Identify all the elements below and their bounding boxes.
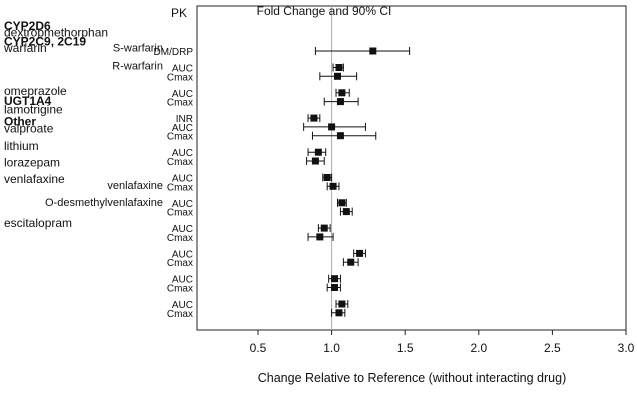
drug-label: dextropmethorphan <box>4 26 108 40</box>
point-estimate <box>323 174 331 181</box>
x-tick-label: 1.0 <box>323 341 340 355</box>
point-estimate <box>331 284 339 291</box>
subgroup-label: venlafaxine <box>107 180 163 192</box>
param-label: AUC <box>172 174 193 185</box>
point-estimate <box>336 98 344 106</box>
point-estimate <box>338 300 346 308</box>
column-header-pk: PK <box>171 6 187 20</box>
point-estimate <box>342 208 350 216</box>
param-label: Cmax <box>167 132 193 143</box>
group-header: Other <box>4 115 36 129</box>
param-label: AUC <box>172 148 193 159</box>
param-label: Cmax <box>167 233 193 244</box>
param-label: Cmax <box>167 309 193 320</box>
param-label: AUC <box>172 224 193 235</box>
point-estimate <box>338 89 346 97</box>
point-estimate <box>329 182 337 190</box>
parameter-labels: DM/DRPAUCCmaxAUCCmaxINRAUCCmaxAUCCmaxAUC… <box>154 47 194 320</box>
param-label: AUC <box>172 300 193 311</box>
x-tick-label: 2.5 <box>544 341 561 355</box>
drug-label: warfarin <box>3 41 47 55</box>
x-axis-ticks: 0.5 1.0 1.5 2.0 2.5 3.0 <box>250 330 635 355</box>
drug-label: lorazepam <box>4 155 60 169</box>
param-label: Cmax <box>167 72 193 83</box>
point-estimate <box>333 72 341 80</box>
points-group <box>303 47 411 317</box>
point-estimate <box>311 157 319 165</box>
param-label: INR <box>176 114 193 125</box>
x-tick-label: 2.0 <box>470 341 487 355</box>
param-label: Cmax <box>167 208 193 219</box>
x-tick-label: 1.5 <box>397 341 414 355</box>
point-estimate <box>320 224 328 232</box>
subgroup-label: S-warfarin <box>113 42 163 54</box>
x-tick-label: 3.0 <box>618 341 635 355</box>
point-estimate <box>356 249 364 257</box>
x-axis-label: Change Relative to Reference (without in… <box>258 371 567 385</box>
group-header: CYP2D6 <box>4 19 51 33</box>
drug-label: escitalopram <box>4 216 72 230</box>
param-label: Cmax <box>167 258 193 269</box>
param-label: AUC <box>172 275 193 286</box>
plot-border <box>196 5 627 331</box>
param-label: AUC <box>172 249 193 260</box>
drug-label: lithium <box>4 139 39 153</box>
drug-label: lamotrigine <box>4 103 63 117</box>
x-tick-label: 0.5 <box>250 341 267 355</box>
plot-frame <box>196 5 627 331</box>
point-estimate <box>314 148 322 156</box>
point-estimate <box>369 47 377 55</box>
point-estimate <box>347 258 355 266</box>
param-label: AUC <box>172 89 193 100</box>
group-header: UGT1A4 <box>4 94 52 108</box>
point-estimate <box>338 199 346 207</box>
point-estimate <box>328 123 336 131</box>
point-estimate <box>316 233 324 241</box>
subgroup-label: R-warfarin <box>112 61 163 73</box>
chart-title: Fold Change and 90% CI <box>257 4 392 18</box>
param-label: Cmax <box>167 98 193 109</box>
param-label: Cmax <box>167 182 193 193</box>
point-estimate <box>336 132 344 140</box>
point-estimate <box>335 64 343 71</box>
param-label: Cmax <box>167 284 193 295</box>
group-header: CYP2C9, 2C19 <box>4 34 86 48</box>
param-label: AUC <box>172 64 193 75</box>
point-estimate <box>331 275 339 283</box>
param-label: AUC <box>172 123 193 134</box>
point-estimate <box>335 309 343 317</box>
drug-label: valproate <box>4 121 54 135</box>
param-label: Cmax <box>167 157 193 168</box>
subgroup-label: O-desmethylvenlafaxine <box>45 197 163 209</box>
point-estimate <box>310 114 318 122</box>
param-label: DM/DRP <box>154 47 194 58</box>
drug-label: omeprazole <box>4 84 67 98</box>
drug-label: venlafaxine <box>4 172 65 186</box>
param-label: AUC <box>172 199 193 210</box>
